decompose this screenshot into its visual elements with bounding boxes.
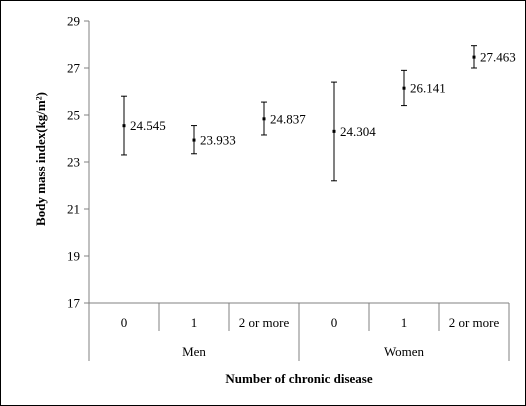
- data-label: 24.837: [270, 111, 306, 126]
- y-tick-label: 23: [67, 155, 80, 170]
- y-tick-label: 21: [67, 202, 80, 217]
- x-category-label: 0: [121, 315, 128, 330]
- y-axis-title: Body mass index(kg/m²): [33, 92, 48, 226]
- data-label: 27.463: [480, 50, 516, 65]
- data-label: 24.545: [130, 118, 166, 133]
- data-point: [192, 138, 196, 142]
- y-tick-label: 19: [67, 249, 80, 264]
- x-category-label: 2 or more: [239, 315, 290, 330]
- data-point: [332, 129, 336, 133]
- x-group-label: Men: [182, 344, 206, 359]
- x-category-label: 0: [331, 315, 338, 330]
- data-point: [122, 124, 126, 128]
- x-axis-title: Number of chronic disease: [225, 371, 372, 386]
- x-group-label: Women: [384, 344, 425, 359]
- data-label: 23.933: [200, 133, 236, 148]
- data-point: [262, 117, 266, 121]
- x-category-label: 1: [191, 315, 198, 330]
- data-point: [402, 86, 406, 90]
- x-category-label: 1: [401, 315, 408, 330]
- data-label: 24.304: [340, 124, 376, 139]
- data-marks: 24.545 23.933 24.837 24.304 26.141 27.463: [121, 45, 516, 182]
- y-tick-label: 25: [67, 108, 80, 123]
- y-axis-ticks: 17 19 21 23 25 27 29: [67, 14, 89, 311]
- data-label: 26.141: [410, 81, 446, 96]
- axes: [88, 21, 509, 304]
- x-axis-categories: 0 1 2 or more 0 1 2 or more Men Women: [88, 303, 510, 361]
- y-tick-label: 29: [67, 14, 80, 29]
- y-tick-label: 17: [67, 296, 81, 311]
- x-category-label: 2 or more: [449, 315, 500, 330]
- y-tick-label: 27: [67, 61, 81, 76]
- data-point: [472, 55, 476, 59]
